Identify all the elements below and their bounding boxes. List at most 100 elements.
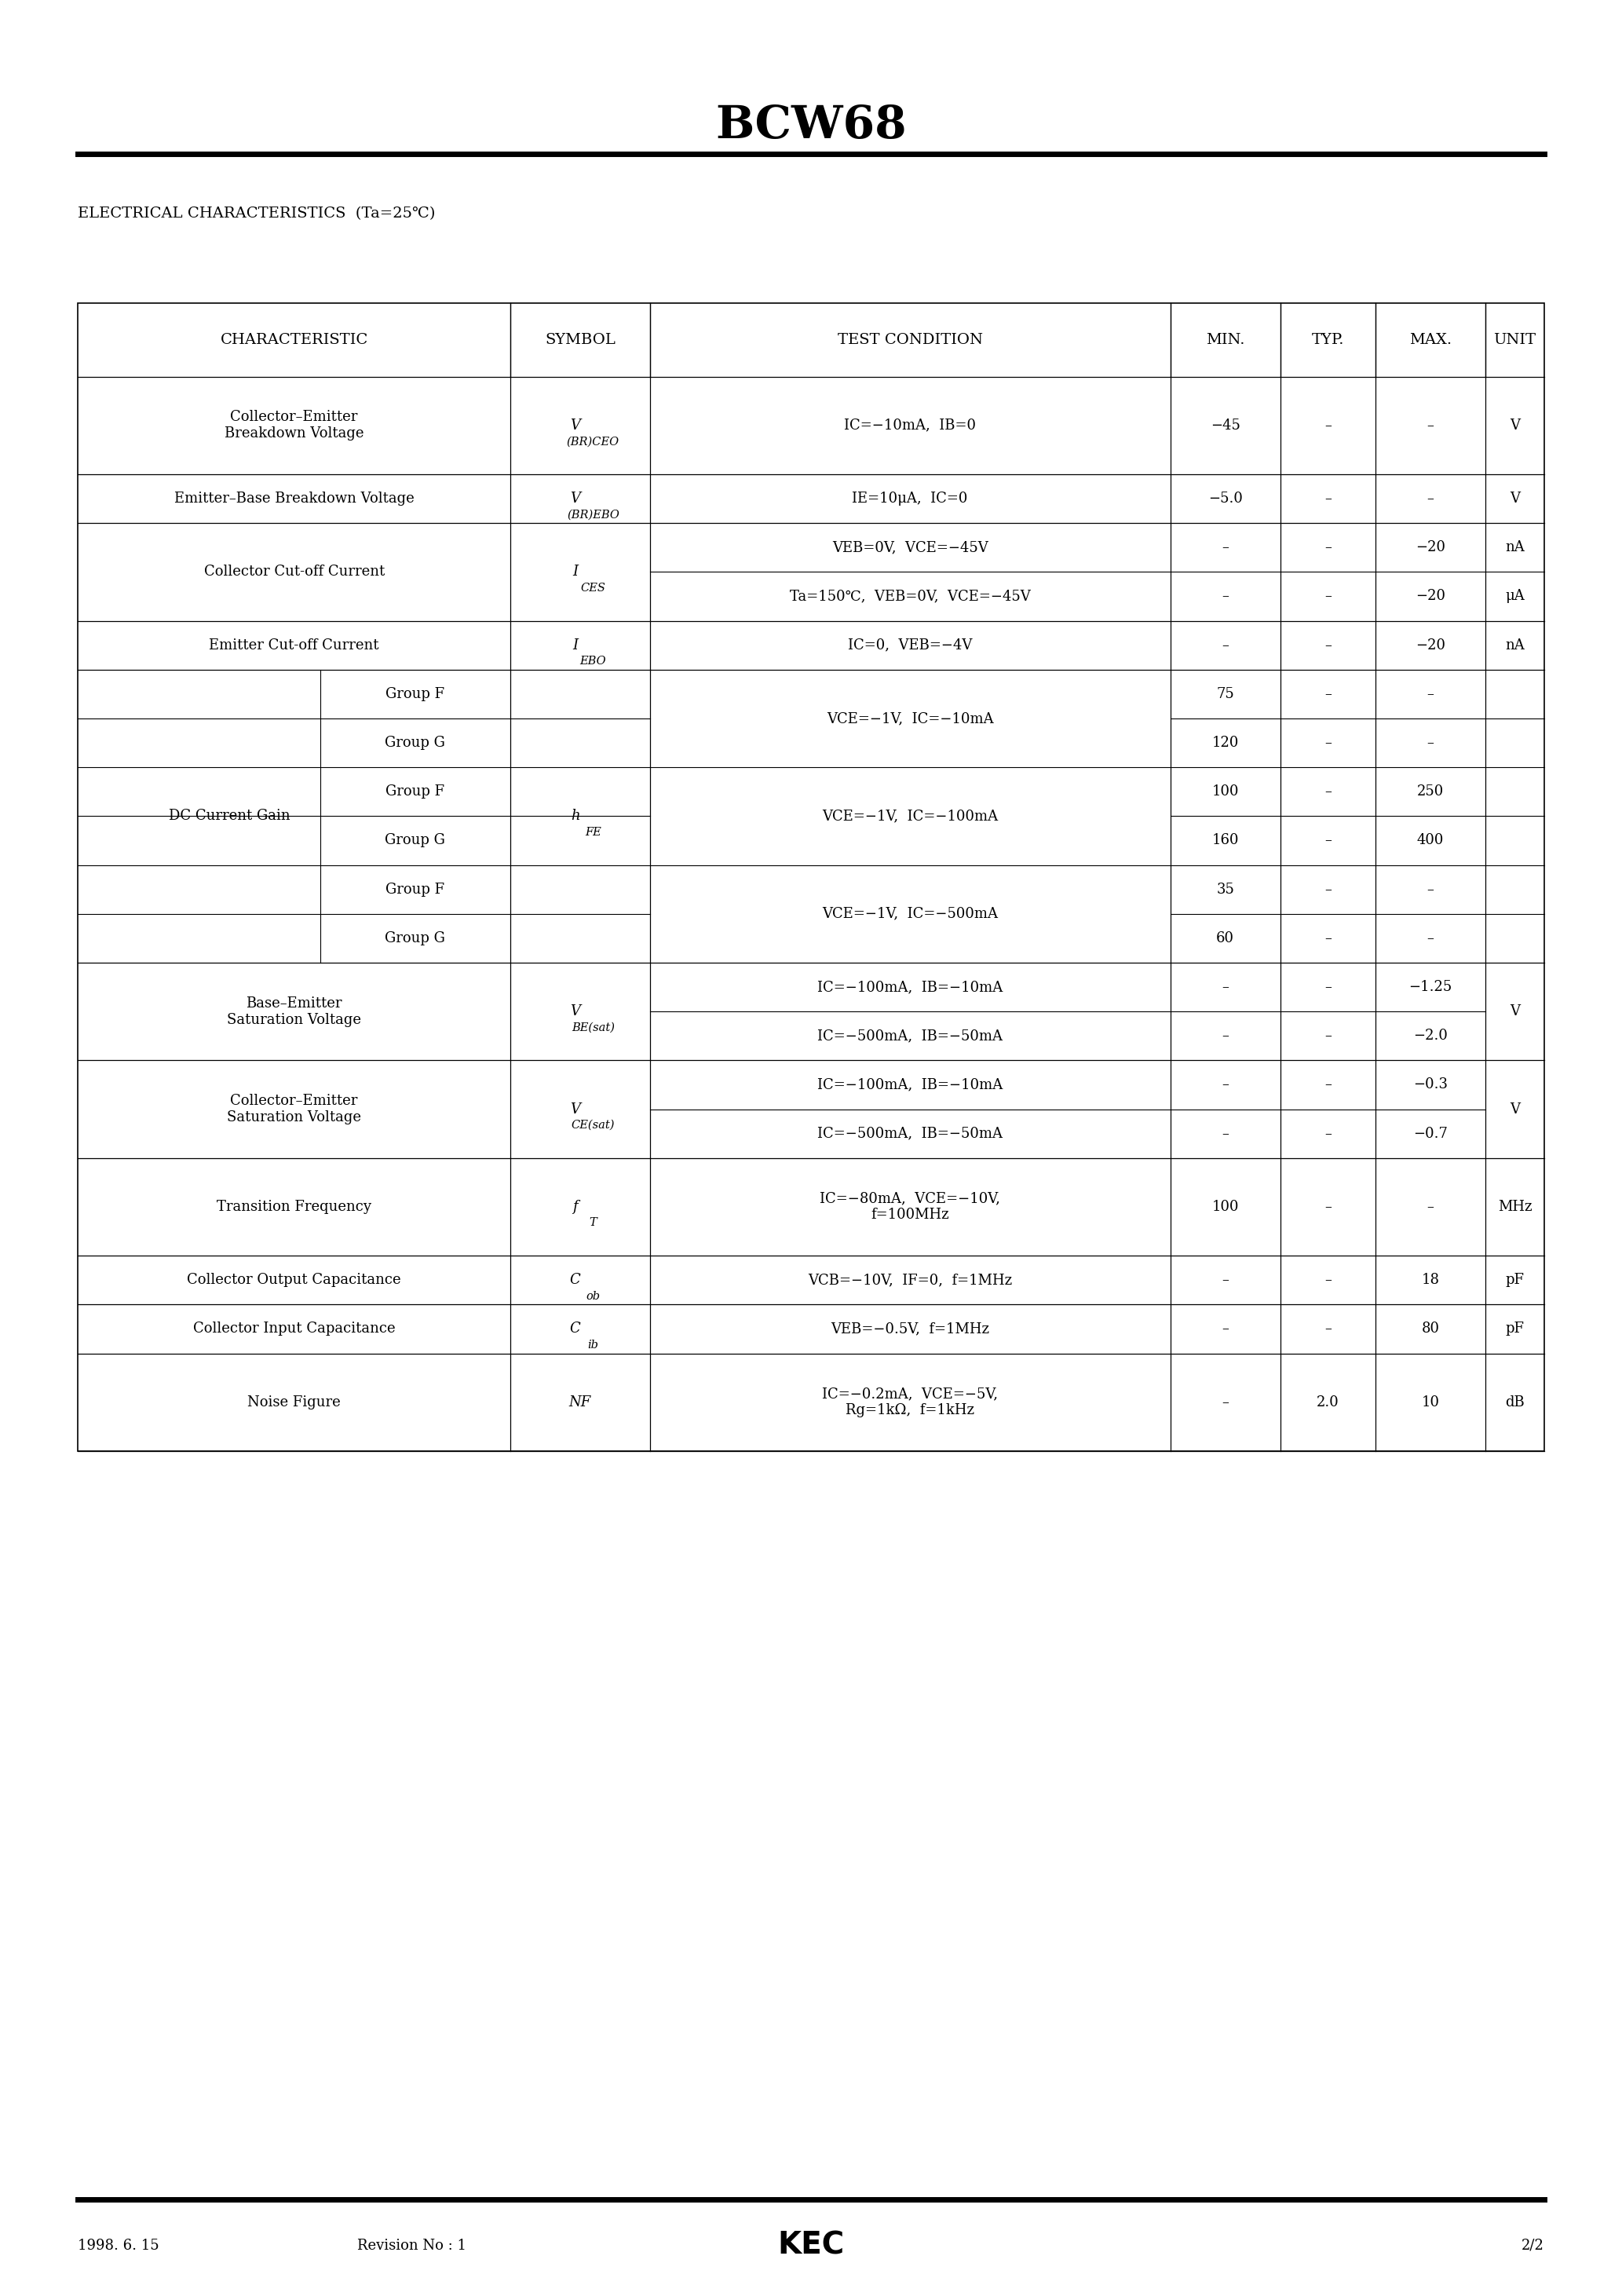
Text: C: C xyxy=(569,1272,581,1288)
Text: ib: ib xyxy=(587,1339,599,1350)
Text: VCE=−1V,  IC=−500mA: VCE=−1V, IC=−500mA xyxy=(822,907,998,921)
Text: TEST CONDITION: TEST CONDITION xyxy=(837,333,983,347)
Text: f: f xyxy=(573,1201,577,1215)
Text: −20: −20 xyxy=(1416,638,1445,652)
Text: IC=−500mA,  IB=−50mA: IC=−500mA, IB=−50mA xyxy=(817,1127,1002,1141)
Text: –: – xyxy=(1325,418,1332,432)
Text: –: – xyxy=(1427,418,1434,432)
Text: MHz: MHz xyxy=(1497,1201,1531,1215)
Text: Collector Output Capacitance: Collector Output Capacitance xyxy=(187,1272,401,1288)
Text: –: – xyxy=(1427,1201,1434,1215)
Text: IC=−100mA,  IB=−10mA: IC=−100mA, IB=−10mA xyxy=(817,980,1002,994)
Text: 10: 10 xyxy=(1421,1396,1440,1410)
Text: 1998. 6. 15: 1998. 6. 15 xyxy=(78,2239,159,2252)
Text: h: h xyxy=(571,808,579,824)
Text: 400: 400 xyxy=(1418,833,1444,847)
Bar xyxy=(78,303,1544,1451)
Text: V: V xyxy=(1510,1003,1520,1019)
Text: Collector–Emitter
Saturation Voltage: Collector–Emitter Saturation Voltage xyxy=(227,1093,362,1125)
Text: VEB=0V,  VCE=−45V: VEB=0V, VCE=−45V xyxy=(832,540,988,556)
Text: V: V xyxy=(1510,1102,1520,1116)
Text: –: – xyxy=(1427,491,1434,505)
Text: –: – xyxy=(1221,1127,1229,1141)
Text: 250: 250 xyxy=(1418,785,1444,799)
Text: Collector Cut-off Current: Collector Cut-off Current xyxy=(204,565,384,579)
Text: V: V xyxy=(1510,418,1520,432)
Text: VEB=−0.5V,  f=1MHz: VEB=−0.5V, f=1MHz xyxy=(830,1322,989,1336)
Text: –: – xyxy=(1221,1029,1229,1042)
Text: FE: FE xyxy=(586,827,602,838)
Text: –: – xyxy=(1325,491,1332,505)
Text: −20: −20 xyxy=(1416,540,1445,556)
Text: IC=−10mA,  IB=0: IC=−10mA, IB=0 xyxy=(843,418,976,432)
Text: IC=−500mA,  IB=−50mA: IC=−500mA, IB=−50mA xyxy=(817,1029,1002,1042)
Text: ob: ob xyxy=(586,1290,600,1302)
Text: T: T xyxy=(589,1217,597,1228)
Text: 60: 60 xyxy=(1216,932,1234,946)
Text: Emitter Cut-off Current: Emitter Cut-off Current xyxy=(209,638,380,652)
Text: –: – xyxy=(1221,980,1229,994)
Text: BE(sat): BE(sat) xyxy=(571,1022,615,1033)
Text: −0.3: −0.3 xyxy=(1413,1077,1448,1093)
Text: IC=−80mA,  VCE=−10V,
f=100MHz: IC=−80mA, VCE=−10V, f=100MHz xyxy=(819,1192,1001,1221)
Text: –: – xyxy=(1427,932,1434,946)
Text: DC Current Gain: DC Current Gain xyxy=(169,808,290,824)
Text: –: – xyxy=(1427,735,1434,751)
Text: –: – xyxy=(1325,1127,1332,1141)
Text: Group G: Group G xyxy=(384,735,446,751)
Text: IC=−100mA,  IB=−10mA: IC=−100mA, IB=−10mA xyxy=(817,1077,1002,1093)
Text: SYMBOL: SYMBOL xyxy=(545,333,615,347)
Text: –: – xyxy=(1221,1322,1229,1336)
Text: −1.25: −1.25 xyxy=(1410,980,1452,994)
Text: IE=10μA,  IC=0: IE=10μA, IC=0 xyxy=(852,491,968,505)
Text: UNIT: UNIT xyxy=(1494,333,1536,347)
Text: –: – xyxy=(1325,638,1332,652)
Text: –: – xyxy=(1221,1396,1229,1410)
Text: EBO: EBO xyxy=(579,657,607,666)
Text: –: – xyxy=(1325,785,1332,799)
Text: μA: μA xyxy=(1505,590,1525,604)
Text: Revision No : 1: Revision No : 1 xyxy=(357,2239,466,2252)
Text: Group G: Group G xyxy=(384,833,446,847)
Text: –: – xyxy=(1325,540,1332,556)
Text: Collector–Emitter
Breakdown Voltage: Collector–Emitter Breakdown Voltage xyxy=(224,411,363,441)
Text: 120: 120 xyxy=(1212,735,1239,751)
Text: 35: 35 xyxy=(1216,882,1234,895)
Text: I: I xyxy=(573,565,577,579)
Text: CHARACTERISTIC: CHARACTERISTIC xyxy=(221,333,368,347)
Text: Base–Emitter
Saturation Voltage: Base–Emitter Saturation Voltage xyxy=(227,996,362,1026)
Text: –: – xyxy=(1325,1077,1332,1093)
Text: 160: 160 xyxy=(1212,833,1239,847)
Text: −2.0: −2.0 xyxy=(1413,1029,1448,1042)
Text: KEC: KEC xyxy=(777,2232,845,2259)
Text: –: – xyxy=(1325,932,1332,946)
Text: 75: 75 xyxy=(1216,687,1234,700)
Text: −20: −20 xyxy=(1416,590,1445,604)
Text: IC=−0.2mA,  VCE=−5V,
Rg=1kΩ,  f=1kHz: IC=−0.2mA, VCE=−5V, Rg=1kΩ, f=1kHz xyxy=(822,1387,998,1417)
Text: BCW68: BCW68 xyxy=(715,103,907,147)
Text: VCE=−1V,  IC=−100mA: VCE=−1V, IC=−100mA xyxy=(822,808,998,824)
Text: –: – xyxy=(1325,590,1332,604)
Text: nA: nA xyxy=(1505,638,1525,652)
Text: TYP.: TYP. xyxy=(1312,333,1345,347)
Text: –: – xyxy=(1325,687,1332,700)
Text: Group F: Group F xyxy=(386,882,444,895)
Text: V: V xyxy=(569,1003,581,1019)
Text: dB: dB xyxy=(1505,1396,1525,1410)
Text: −5.0: −5.0 xyxy=(1208,491,1242,505)
Text: pF: pF xyxy=(1505,1272,1525,1288)
Text: (BR)CEO: (BR)CEO xyxy=(566,436,620,448)
Text: –: – xyxy=(1221,638,1229,652)
Text: NF: NF xyxy=(569,1396,590,1410)
Text: 100: 100 xyxy=(1212,785,1239,799)
Text: Emitter–Base Breakdown Voltage: Emitter–Base Breakdown Voltage xyxy=(174,491,414,505)
Text: MAX.: MAX. xyxy=(1410,333,1452,347)
Text: CE(sat): CE(sat) xyxy=(571,1120,615,1130)
Text: –: – xyxy=(1221,1077,1229,1093)
Text: −0.7: −0.7 xyxy=(1413,1127,1448,1141)
Text: 100: 100 xyxy=(1212,1201,1239,1215)
Text: I: I xyxy=(573,638,577,652)
Text: VCE=−1V,  IC=−10mA: VCE=−1V, IC=−10mA xyxy=(827,712,993,726)
Text: V: V xyxy=(569,418,581,432)
Text: VCB=−10V,  IF=0,  f=1MHz: VCB=−10V, IF=0, f=1MHz xyxy=(808,1272,1012,1288)
